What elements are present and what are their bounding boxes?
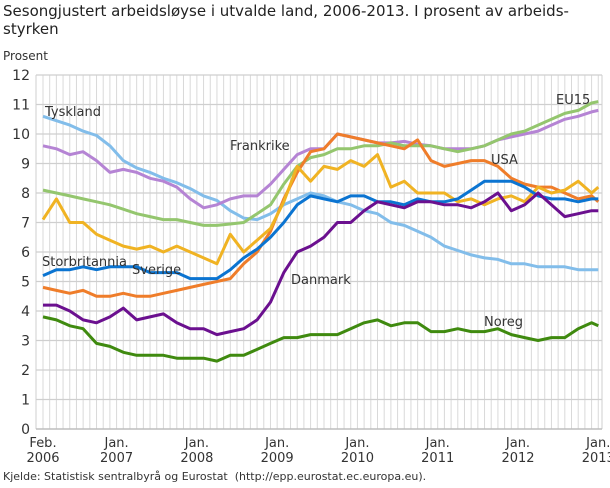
x-tick-label: 2006 (26, 451, 59, 466)
x-tick-label: Jan. (264, 436, 289, 451)
x-tick-label: 2011 (421, 451, 454, 466)
source-note: Kjelde: Statistisk sentralbyrå og Eurost… (3, 470, 427, 483)
x-tick-label: Jan. (184, 436, 209, 451)
series-label-frankrike: Frankrike (230, 139, 290, 154)
series-label-tyskland: Tyskland (44, 105, 101, 120)
x-tick-label: 2007 (100, 451, 133, 466)
x-tick-label: 2009 (261, 451, 294, 466)
x-tick-label: Jan. (104, 436, 129, 451)
chart-title-line-2: styrken (3, 20, 59, 38)
y-tick-label: 11 (12, 98, 30, 114)
x-tick-label: Jan. (585, 436, 610, 451)
x-tick-label: 2013 (582, 451, 610, 466)
series-label-noreg: Noreg (484, 315, 523, 330)
x-tick-label: 2008 (180, 451, 213, 466)
y-tick-label: 6 (21, 245, 30, 261)
x-tick-label: Feb. (29, 436, 56, 451)
y-tick-label: 5 (21, 275, 30, 291)
y-axis-label: Prosent (3, 49, 48, 63)
x-tick-label: Jan. (425, 436, 450, 451)
x-tick-label: 2012 (501, 451, 534, 466)
y-tick-label: 1 (21, 393, 30, 409)
y-tick-label: 10 (12, 127, 30, 143)
series-label-usa: USA (491, 153, 518, 168)
series-label-sverige: Sverige (132, 263, 181, 278)
y-tick-label: 2 (21, 363, 30, 379)
x-tick-label: Jan. (505, 436, 530, 451)
y-tick-label: 3 (21, 334, 30, 350)
series-label-storbritannia: Storbritannia (42, 255, 127, 270)
x-tick-label: 2010 (341, 451, 374, 466)
y-tick-label: 7 (21, 216, 30, 232)
series-label-danmark: Danmark (291, 273, 351, 288)
y-tick-label: 0 (21, 422, 30, 438)
y-tick-label: 8 (21, 186, 30, 202)
chart-title-line-1: Sesongjustert arbeidsløyse i utvalde lan… (3, 2, 569, 20)
y-tick-label: 12 (12, 68, 30, 84)
y-tick-label: 9 (21, 157, 30, 173)
series-label-eu15: EU15 (556, 93, 590, 108)
y-tick-label: 4 (21, 304, 30, 320)
x-tick-label: Jan. (344, 436, 369, 451)
chart-title: Sesongjustert arbeidsløyse i utvalde lan… (3, 2, 603, 38)
